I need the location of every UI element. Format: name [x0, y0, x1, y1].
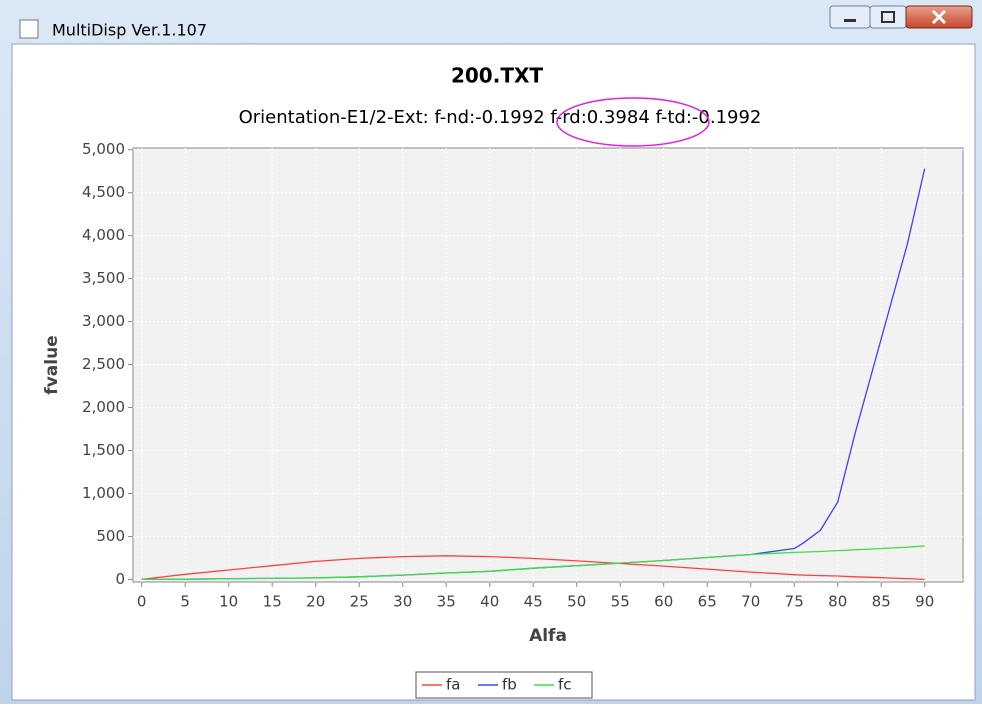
window-title: MultiDisp Ver.1.107 — [52, 21, 207, 40]
y-tick-label: 3,000 — [82, 312, 125, 330]
y-tick-label: 2,500 — [82, 355, 125, 373]
x-axis-label: Alfa — [529, 626, 567, 646]
x-tick-label: 65 — [698, 593, 717, 611]
series-line — [141, 545, 925, 581]
x-tick-label: 60 — [654, 593, 673, 611]
highlight-ellipse — [556, 97, 710, 147]
x-tick-label: 35 — [437, 593, 456, 611]
y-tick-label: 4,000 — [82, 226, 125, 244]
maximize-icon — [881, 11, 895, 23]
y-tick-label: 1,000 — [82, 484, 125, 502]
x-tick-label: 85 — [872, 593, 891, 611]
x-tick-label: 40 — [480, 593, 499, 611]
maximize-button[interactable] — [869, 5, 907, 29]
x-tick-label: 25 — [350, 593, 369, 611]
legend-label: fa — [446, 676, 460, 694]
close-icon — [931, 9, 947, 25]
minimize-icon — [844, 19, 856, 22]
x-tick-label: 75 — [785, 593, 804, 611]
chart-title: 200.TXT — [451, 64, 543, 88]
y-tick-label: 3,500 — [82, 269, 125, 287]
x-tick-label: 70 — [741, 593, 760, 611]
x-tick-label: 15 — [263, 593, 282, 611]
x-tick-label: 30 — [393, 593, 412, 611]
y-tick-label: 0 — [115, 570, 125, 588]
x-tick-label: 20 — [306, 593, 325, 611]
y-tick-label: 1,500 — [82, 441, 125, 459]
x-tick-label: 80 — [828, 593, 847, 611]
legend-box — [415, 671, 593, 699]
plot-area — [132, 147, 964, 583]
chart-subtitle: Orientation-E1/2-Ext: f-nd:-0.1992 f-rd:… — [239, 107, 762, 128]
y-tick-label: 500 — [96, 527, 125, 545]
x-tick-label: 90 — [915, 593, 934, 611]
x-tick-label: 10 — [219, 593, 238, 611]
y-axis-label: fvalue — [42, 335, 62, 394]
legend-label: fb — [502, 676, 517, 694]
x-tick-label: 45 — [524, 593, 543, 611]
y-tick-label: 5,000 — [82, 140, 125, 158]
legend-label: fc — [558, 676, 572, 694]
x-tick-label: 5 — [180, 593, 190, 611]
y-tick-label: 4,500 — [82, 183, 125, 201]
app-icon — [19, 19, 39, 39]
legend: fa fb fc — [415, 671, 593, 699]
x-tick-label: 50 — [567, 593, 586, 611]
x-tick-label: 55 — [611, 593, 630, 611]
x-tick-label: 0 — [137, 593, 147, 611]
minimize-button[interactable] — [829, 5, 871, 29]
y-tick-label: 2,000 — [82, 398, 125, 416]
